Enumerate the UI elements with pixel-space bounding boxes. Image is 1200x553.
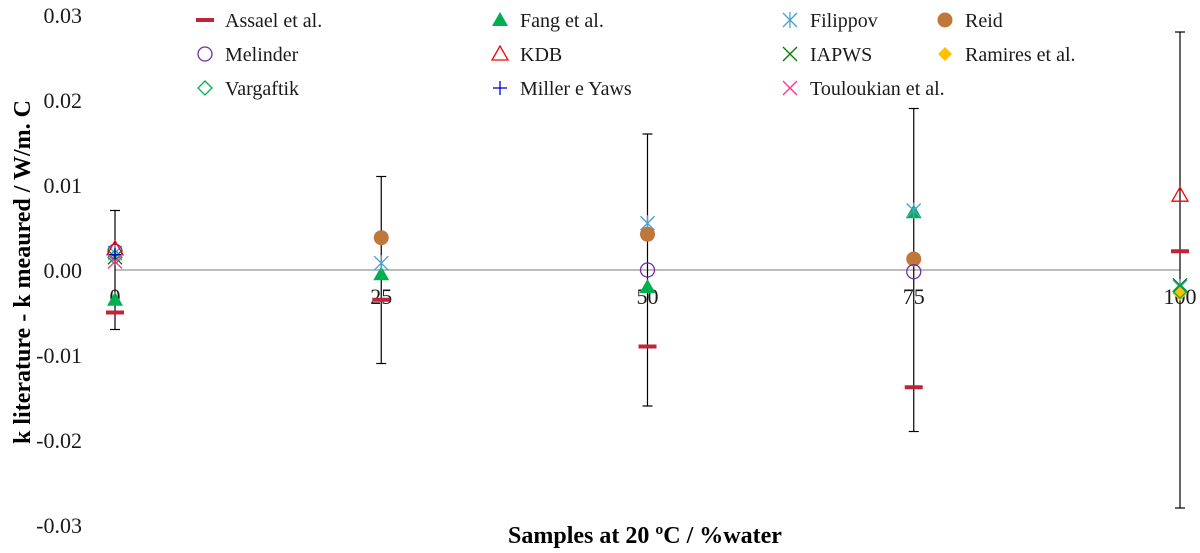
data-point-ramires-et-al — [1173, 286, 1187, 301]
data-point-filippov — [906, 202, 922, 219]
legend-item-ramires-et-al: Ramires et al. — [938, 44, 1076, 66]
legend-marker — [490, 44, 510, 61]
legend-item-melinder: Melinder — [197, 44, 299, 66]
data-point-fang-et-al — [639, 279, 656, 293]
legend-marker — [782, 46, 798, 62]
data-point-reid — [373, 230, 389, 246]
legend-item-touloukian-et-al: Touloukian et al. — [782, 78, 945, 100]
data-point-melinder — [639, 262, 656, 278]
y-tick-label: -0.01 — [36, 343, 82, 368]
legend-marker — [938, 47, 952, 61]
data-point-filippov — [373, 255, 389, 272]
y-axis-ticks: 0.03 0.02 0.01 0.00 -0.01 -0.02 -0.03 — [36, 3, 82, 538]
y-tick-label: 0.00 — [44, 258, 83, 283]
x-axis-title: Samples at 20 ºC / %water — [508, 523, 782, 549]
legend-label: Melinder — [225, 44, 299, 66]
legend-item-miller-e-yaws: Miller e Yaws — [493, 78, 632, 100]
legend-marker — [492, 12, 508, 26]
data-point-kdb — [1170, 185, 1190, 202]
error-bar — [908, 107, 919, 433]
legend-marker — [197, 46, 213, 62]
data-point-melinder — [906, 264, 922, 280]
legend-marker — [782, 12, 798, 28]
data-point-fang-et-al — [107, 291, 123, 306]
legend-label: KDB — [520, 44, 562, 66]
legend-label: Touloukian et al. — [810, 78, 945, 100]
error-bar — [110, 209, 120, 331]
data-point-touloukian-et-al — [107, 254, 123, 269]
legend-marker — [197, 80, 213, 96]
data-point-miller-e-yaws — [108, 247, 122, 262]
legend-label: Reid — [965, 10, 1003, 32]
legend: Assael et al. Fang et al. Filippov Reid Meli… — [196, 10, 1076, 100]
data-point-iapws — [1172, 277, 1188, 293]
legend-label: Filippov — [810, 10, 878, 32]
legend-item-vargaftik: Vargaftik — [197, 78, 299, 100]
legend-item-reid: Reid — [937, 10, 1003, 32]
legend-item-fang-et-al: Fang et al. — [492, 10, 604, 32]
legend-item-kdb: KDB — [490, 44, 562, 66]
legend-label: Miller e Yaws — [520, 78, 632, 100]
data-point-fang-et-al — [373, 266, 390, 281]
legend-label: Ramires et al. — [965, 44, 1076, 66]
y-tick-label: -0.02 — [36, 428, 82, 453]
error-bar — [642, 133, 653, 407]
legend-item-filippov: Filippov — [782, 10, 878, 32]
error-bar — [1175, 31, 1185, 509]
legend-marker — [937, 12, 953, 28]
legend-label: Assael et al. — [225, 10, 322, 32]
data-point-reid — [640, 226, 655, 242]
y-tick-label: 0.02 — [44, 88, 83, 113]
y-tick-label: -0.03 — [36, 513, 82, 538]
y-tick-label: 0.01 — [44, 173, 83, 198]
legend-marker — [782, 80, 798, 96]
y-tick-label: 0.03 — [44, 3, 83, 28]
x-axis-ticks: 0255075100 — [110, 284, 1197, 309]
legend-label: Fang et al. — [520, 10, 604, 32]
legend-label: Vargaftik — [225, 78, 299, 100]
legend-item-assael-et-al: Assael et al. — [196, 10, 322, 32]
legend-label: IAPWS — [810, 44, 872, 66]
data-markers — [105, 185, 1190, 390]
legend-item-iapws: IAPWS — [782, 44, 872, 66]
data-point-vargaftik — [1172, 283, 1188, 300]
data-point-reid — [906, 251, 922, 267]
y-axis-title: k literature - k meaured / W/m. C — [10, 100, 36, 444]
legend-marker — [493, 81, 507, 95]
